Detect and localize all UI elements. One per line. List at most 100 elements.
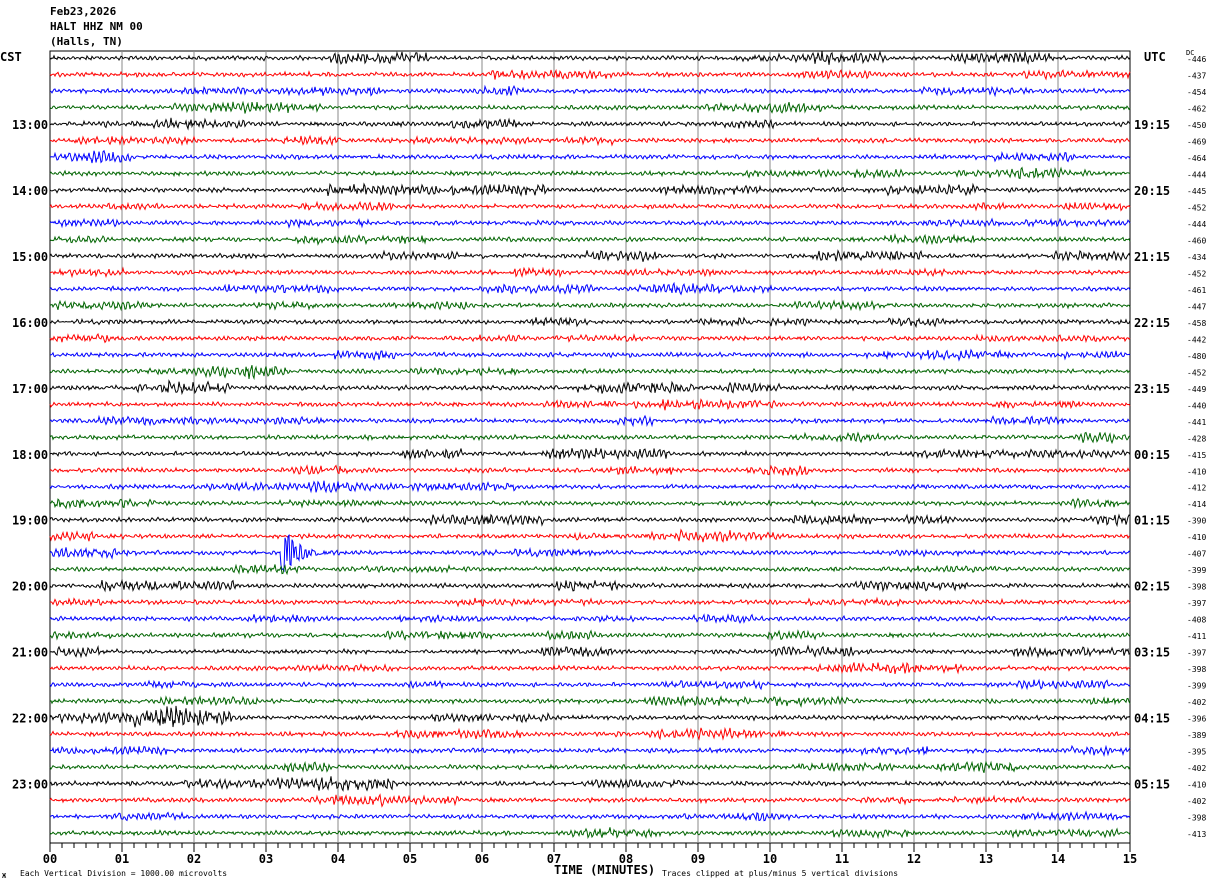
dc-offset-label: -449 — [1187, 385, 1206, 394]
utc-hour-label: 19:15 — [1134, 118, 1170, 132]
seismic-trace — [49, 827, 1131, 840]
seismic-trace — [49, 497, 1131, 510]
x-tick-label: 04 — [331, 852, 345, 866]
cst-hour-label: 20:00 — [12, 580, 48, 594]
cst-hour-label: 21:00 — [12, 646, 48, 660]
dc-offset-label: -410 — [1187, 467, 1206, 476]
dc-offset-label: -461 — [1187, 286, 1206, 295]
dc-offset-label: -452 — [1187, 368, 1206, 377]
dc-offset-label: -389 — [1187, 731, 1206, 740]
dc-offset-label: -398 — [1187, 814, 1206, 823]
dc-offset-label: -402 — [1187, 797, 1206, 806]
dc-offset-label: -390 — [1187, 517, 1206, 526]
seismic-trace — [49, 414, 1131, 428]
utc-hour-label: 00:15 — [1134, 448, 1170, 462]
seismic-trace — [49, 480, 1131, 494]
seismic-trace — [49, 528, 1130, 543]
cst-hour-label: 15:00 — [12, 250, 48, 264]
dc-offset-label: -454 — [1187, 88, 1206, 97]
dc-offset-label: -437 — [1187, 71, 1206, 80]
seismic-trace — [49, 379, 1131, 396]
dc-offset-label: -415 — [1187, 451, 1206, 460]
x-tick-label: 01 — [115, 852, 129, 866]
seismic-trace — [49, 333, 1131, 344]
x-tick-label: 00 — [43, 852, 57, 866]
dc-offset-label: -398 — [1187, 665, 1206, 674]
station-label: HALT HHZ NM 00 — [50, 20, 143, 33]
dc-offset-label: -464 — [1187, 154, 1206, 163]
seismic-trace — [50, 149, 1131, 164]
cst-hour-label: 22:00 — [12, 712, 48, 726]
seismic-trace — [49, 233, 1131, 246]
dc-offset-label: -402 — [1187, 698, 1206, 707]
utc-hour-label: 04:15 — [1134, 712, 1170, 726]
utc-hour-label: 05:15 — [1134, 778, 1170, 792]
dc-offset-label: -399 — [1187, 682, 1206, 691]
seismic-trace — [49, 629, 1131, 642]
seismic-trace — [49, 726, 1131, 741]
seismic-trace — [49, 613, 1131, 624]
dc-offset-label: -440 — [1187, 401, 1206, 410]
seismic-trace — [49, 661, 1131, 675]
location-label: (Halls, TN) — [50, 35, 123, 48]
dc-offset-label: -452 — [1187, 203, 1206, 212]
seismic-trace — [49, 431, 1131, 445]
seismic-trace — [49, 68, 1131, 81]
dc-offset-label: -447 — [1187, 302, 1206, 311]
dc-offset-label: -452 — [1187, 269, 1206, 278]
cst-timezone-label: CST — [0, 50, 22, 64]
seismic-trace — [49, 266, 1131, 279]
seismic-trace — [49, 348, 1131, 362]
utc-hour-label: 20:15 — [1134, 184, 1170, 198]
seismic-trace — [49, 316, 1131, 329]
dc-offset-label: -446 — [1187, 55, 1206, 64]
cst-hour-label: 23:00 — [12, 778, 48, 792]
dc-offset-label: -480 — [1187, 352, 1206, 361]
x-tick-label: 02 — [187, 852, 201, 866]
seismic-trace — [49, 299, 1131, 312]
dc-offset-label: -450 — [1187, 121, 1206, 130]
utc-hour-label: 03:15 — [1134, 646, 1170, 660]
x-tick-label: 03 — [259, 852, 273, 866]
dc-offset-label: -444 — [1187, 170, 1206, 179]
x-tick-label: 14 — [1051, 852, 1065, 866]
dc-offset-label: -398 — [1187, 583, 1206, 592]
seismic-trace — [49, 182, 1131, 197]
seismic-trace — [49, 810, 1131, 822]
date-label: Feb23,2026 — [50, 5, 117, 18]
x-tick-label: 08 — [619, 852, 633, 866]
dc-offset-label: -397 — [1187, 599, 1206, 608]
seismic-trace — [49, 596, 1131, 608]
vertical-division-note: Each Vertical Division = 1000.00 microvo… — [20, 869, 227, 878]
seismic-trace — [49, 744, 1131, 757]
seismic-trace — [49, 365, 1131, 381]
dc-offset-label: -445 — [1187, 187, 1206, 196]
seismic-trace — [49, 513, 1131, 528]
dc-offset-label: -414 — [1187, 500, 1206, 509]
seismic-trace — [49, 793, 1131, 808]
x-tick-label: 11 — [835, 852, 849, 866]
dc-offset-label: -469 — [1187, 137, 1206, 146]
utc-hour-label: 01:15 — [1134, 514, 1170, 528]
cst-hour-label: 14:00 — [12, 184, 48, 198]
dc-offset-label: -413 — [1187, 830, 1206, 839]
seismic-trace — [49, 705, 1131, 728]
dc-offset-label: -462 — [1187, 104, 1206, 113]
x-tick-label: 15 — [1123, 852, 1137, 866]
x-axis-title: TIME (MINUTES) — [554, 863, 655, 877]
plot-frame — [49, 50, 1131, 844]
dc-offset-label: -428 — [1187, 434, 1206, 443]
seismic-trace — [49, 447, 1131, 461]
corner-mark: Ж — [2, 872, 7, 880]
dc-offset-label: -460 — [1187, 236, 1206, 245]
seismic-trace — [49, 644, 1131, 659]
x-tick-label: 10 — [763, 852, 777, 866]
cst-hour-label: 19:00 — [12, 514, 48, 528]
seismic-trace — [49, 84, 1131, 98]
cst-hour-label: 18:00 — [12, 448, 48, 462]
dc-offset-label: -396 — [1187, 715, 1206, 724]
seismic-trace — [49, 50, 1131, 66]
seismic-trace — [49, 578, 1131, 593]
seismic-trace — [49, 200, 1131, 213]
